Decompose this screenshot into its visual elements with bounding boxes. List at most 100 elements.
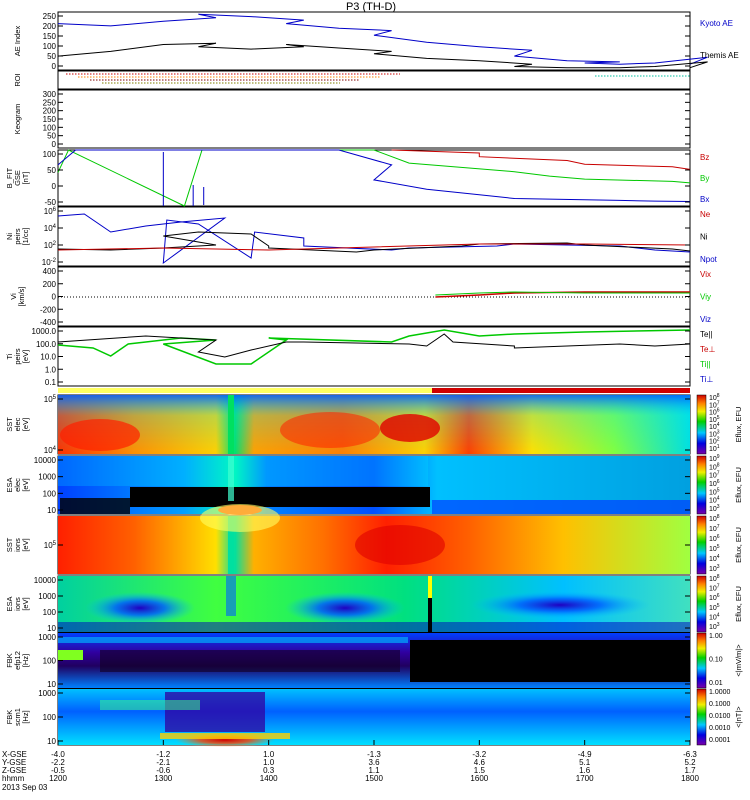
xtick-X-GSE: -3.2	[472, 750, 486, 759]
xtick-Z-GSE: 0.3	[263, 766, 275, 775]
colorbar-tick: 102	[709, 437, 720, 446]
xtick-Z-GSE: -0.5	[51, 766, 65, 775]
esa-elec-low-band	[432, 500, 690, 514]
colorbar-gradient	[696, 394, 707, 455]
colorbar-gradient	[696, 515, 707, 575]
ylabel-text: Keogram	[13, 104, 22, 134]
legend-vi-0: Vix	[700, 270, 711, 279]
panel-frame-ti	[57, 326, 691, 387]
ylabel-bfit: B_FIT GSE [nT]	[5, 167, 30, 188]
ytick-label: 104	[44, 224, 57, 233]
ylabel-text: Ni	[5, 233, 14, 240]
ytick-label: 0.1	[45, 378, 57, 387]
sst-ions-yellow-arc	[200, 504, 280, 532]
esa-elec-noise	[58, 456, 428, 486]
xtick-Y-GSE: 5.1	[579, 758, 591, 767]
ylabel-text: [eV]	[21, 597, 30, 610]
ytick-label: 1000	[38, 592, 56, 601]
legend-ni-0: Ne	[700, 210, 711, 219]
state-bar-yellow	[58, 388, 690, 393]
ylabel-sst_i: SST ions [eV]	[5, 537, 30, 552]
xtick-label: 1700	[576, 774, 594, 783]
ylabel-text: ESA	[5, 477, 14, 492]
ylabel-keogram: Keogram	[13, 104, 22, 134]
xtick-Z-GSE: -0.6	[156, 766, 170, 775]
colorbar-label: Eflux, EFU	[734, 586, 743, 622]
colorbar-tick: 106	[709, 534, 720, 543]
ytick-label: 106	[44, 207, 57, 216]
colorbar-fbk_e: 1.00 0.10 0.01 <|mV/m|>	[696, 632, 743, 689]
ytick-label: -200	[40, 305, 57, 314]
ylabel-text: elec	[13, 417, 22, 431]
colorbar-tick: 101	[709, 444, 720, 453]
legend-kyoto-ae: Kyoto AE	[700, 19, 733, 28]
colorbar-tick: 108	[709, 393, 720, 402]
colorbar-tick: 106	[709, 593, 720, 602]
ytick-label: 150	[43, 32, 57, 41]
colorbar-tick: 105	[709, 603, 720, 612]
ytick-label: 10000	[34, 576, 57, 585]
fbk-scm1-yellow-band	[160, 733, 290, 739]
x-row-label: Z-GSE	[2, 766, 26, 775]
ytick-label: 200	[43, 107, 57, 116]
colorbar-tick: 0.1000	[709, 701, 731, 708]
ytick-label: 50	[47, 52, 56, 61]
ytick-label: 100	[43, 42, 57, 51]
ylabel-text: ROI	[13, 73, 22, 86]
ylabel-text: SST	[5, 537, 14, 552]
x-axis-label: hhmm	[2, 774, 25, 783]
colorbar-tick: 0.0010	[709, 725, 731, 732]
legend-ti-2: Ti||	[700, 360, 711, 369]
panel-frame-bfit	[57, 149, 691, 207]
colorbar-tick: 0.10	[709, 657, 723, 664]
ylabel-text: SST	[5, 417, 14, 432]
colorbar-tick: 104	[709, 612, 720, 621]
xtick-label: 1800	[681, 774, 699, 783]
ytick-label: 1.0	[45, 365, 57, 374]
xtick-Y-GSE: 5.2	[684, 758, 696, 767]
ylabel-text: AE Index	[13, 26, 22, 57]
legend-vi-1: Viy	[700, 293, 711, 302]
ylabel-ni: Ni peirs [1/cc]	[5, 228, 30, 246]
colorbar-tick: 105	[709, 487, 720, 496]
legend-bfit-0: Bz	[700, 153, 709, 162]
colorbar-tick: 107	[709, 524, 720, 533]
ytick-label: -50	[44, 198, 56, 207]
colorbar-tick: 104	[709, 496, 720, 505]
sst-elec-red-blob	[380, 414, 440, 442]
ytick-label: 50	[47, 166, 56, 175]
ylabel-fbk_e: FBK efp12 [Hz]	[5, 651, 30, 670]
fbk-efp12-cyan-band	[58, 637, 408, 643]
ylabel-text: [1/cc]	[21, 228, 30, 246]
ylabel-text: ions	[13, 538, 22, 552]
legend-ti-1: Te⊥	[700, 345, 715, 354]
colorbar-tick: 1.00	[709, 633, 723, 640]
xtick-Y-GSE: 1.0	[263, 758, 275, 767]
xtick-X-GSE: -4.0	[51, 750, 65, 759]
ytick-label: 250	[43, 12, 57, 21]
ytick-label: 300	[43, 90, 57, 99]
sst-elec-red-blob	[280, 412, 380, 448]
colorbar-tick: 108	[709, 574, 720, 583]
ylabel-text: GSE	[13, 170, 22, 186]
ylabel-text: scm1	[13, 708, 22, 726]
colorbar-tick: 107	[709, 471, 720, 480]
colorbar-tick: 104	[709, 422, 720, 431]
ytick-label: 200	[43, 280, 57, 289]
date-label: 2013 Sep 03	[2, 783, 48, 792]
fbk-efp12-green-band	[58, 650, 83, 660]
sst-ions-stripe	[228, 516, 234, 574]
legend-ti-3: Ti⊥	[700, 375, 713, 384]
ytick-label: 100	[43, 123, 57, 132]
esa-ions-blue-blob	[85, 592, 195, 624]
xtick-X-GSE: -1.3	[367, 750, 381, 759]
colorbar-tick: 106	[709, 479, 720, 488]
xtick-Y-GSE: 3.6	[368, 758, 380, 767]
colorbar-label: <|mV/m|>	[734, 644, 743, 677]
series-line-bfit-0	[391, 149, 691, 170]
ytick-label: 150	[43, 115, 57, 124]
legend-ti-0: Te||	[700, 330, 713, 339]
xtick-X-GSE: 1.0	[263, 750, 275, 759]
colorbar-label: Eflux, EFU	[734, 527, 743, 563]
